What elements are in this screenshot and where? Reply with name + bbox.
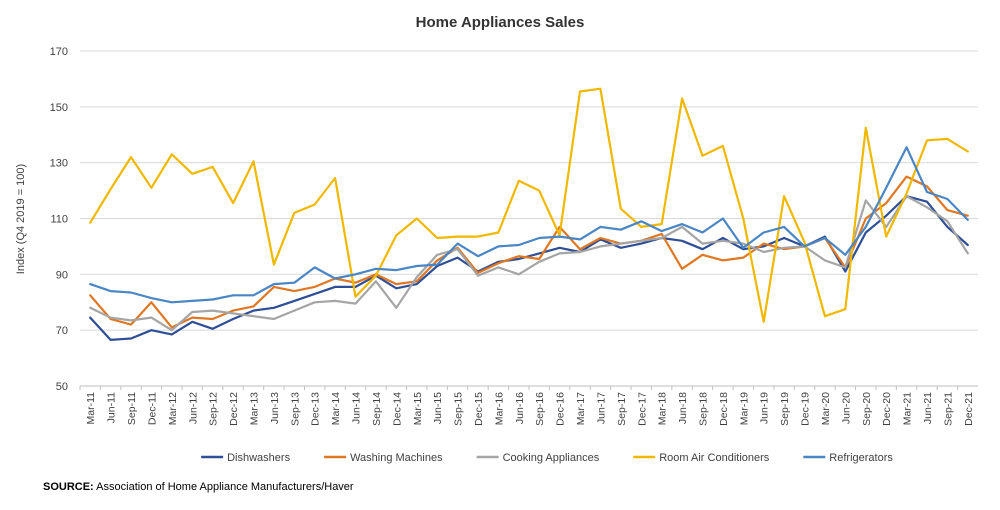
- x-tick-label: Dec-12: [228, 392, 240, 426]
- x-tick-label: Jun-19: [759, 392, 771, 424]
- x-tick-label: Jun-17: [595, 392, 607, 424]
- legend-label: Room Air Conditioners: [659, 452, 770, 464]
- y-tick-label: 150: [50, 102, 68, 114]
- source-text: Association of Home Appliance Manufactur…: [93, 481, 354, 493]
- x-tick-label: Mar-20: [820, 392, 832, 425]
- x-tick-label: Sep-14: [371, 392, 383, 426]
- x-tick-label: Mar-17: [575, 392, 587, 425]
- x-tick-label: Jun-12: [187, 392, 199, 424]
- series-line-washing-machines: [89, 175, 969, 329]
- x-tick-label: Dec-18: [718, 392, 730, 426]
- x-tick-label: Jun-16: [514, 392, 526, 424]
- y-tick-label: 130: [50, 158, 68, 170]
- x-tick-label: Mar-14: [330, 392, 342, 425]
- x-tick-label: Dec-14: [391, 392, 403, 426]
- x-tick-label: Mar-16: [493, 392, 505, 425]
- x-tick-label: Mar-18: [657, 392, 669, 425]
- x-tick-label: Mar-11: [85, 392, 97, 425]
- y-tick-label: 50: [56, 381, 68, 393]
- x-tick-label: Sep-12: [208, 392, 220, 426]
- x-tick-label: Dec-19: [800, 392, 812, 426]
- x-tick-label: Sep-15: [453, 392, 465, 426]
- legend-label: Dishwashers: [227, 452, 290, 464]
- x-tick-label: Jun-18: [677, 392, 689, 424]
- x-tick-label: Jun-21: [922, 392, 934, 424]
- x-tick-label: Sep-19: [779, 392, 791, 426]
- source-note: SOURCE: Association of Home Appliance Ma…: [43, 481, 354, 493]
- series-line-cooking-appliances: [89, 195, 969, 332]
- x-tick-label: Dec-17: [636, 392, 648, 426]
- x-tick-label: Jun-13: [269, 392, 281, 424]
- y-axis-label: Index (Q4 2019 = 100): [15, 164, 27, 274]
- x-tick-label: Sep-13: [289, 392, 301, 426]
- series-line-room-air-conditioners: [89, 87, 969, 323]
- x-tick-label: Mar-15: [412, 392, 424, 425]
- x-tick-label: Dec-11: [146, 392, 158, 425]
- chart-title: Home Appliances Sales: [415, 14, 585, 31]
- y-tick-label: 70: [56, 325, 68, 337]
- x-tick-label: Jun-20: [840, 392, 852, 424]
- x-tick-label: Sep-20: [861, 392, 873, 426]
- x-tick-label: Sep-18: [697, 392, 709, 426]
- x-tick-label: Sep-16: [534, 392, 546, 426]
- x-tick-label: Jun-14: [351, 392, 363, 424]
- y-tick-label: 110: [50, 214, 68, 226]
- x-tick-label: Mar-13: [248, 392, 260, 425]
- series-line-refrigerators: [89, 146, 969, 304]
- y-tick-label: 90: [56, 269, 68, 281]
- x-tick-label: Dec-15: [473, 392, 485, 426]
- x-tick-label: Jun-11: [106, 392, 118, 423]
- y-tick-label: 170: [50, 46, 68, 58]
- x-tick-label: Mar-21: [902, 392, 914, 425]
- source-label: SOURCE:: [43, 481, 94, 493]
- legend-label: Washing Machines: [350, 452, 443, 464]
- x-tick-label: Sep-21: [942, 392, 954, 426]
- x-tick-label: Dec-21: [963, 392, 975, 426]
- x-tick-label: Dec-13: [310, 392, 322, 426]
- x-tick-label: Dec-16: [555, 392, 567, 426]
- legend-label: Cooking Appliances: [503, 452, 600, 464]
- x-tick-label: Mar-19: [738, 392, 750, 425]
- x-tick-label: Mar-12: [167, 392, 179, 425]
- x-tick-label: Sep-17: [616, 392, 628, 426]
- x-tick-label: Sep-11: [126, 392, 138, 425]
- x-tick-label: Jun-15: [432, 392, 444, 424]
- x-tick-label: Dec-20: [881, 392, 893, 426]
- legend-label: Refrigerators: [829, 452, 893, 464]
